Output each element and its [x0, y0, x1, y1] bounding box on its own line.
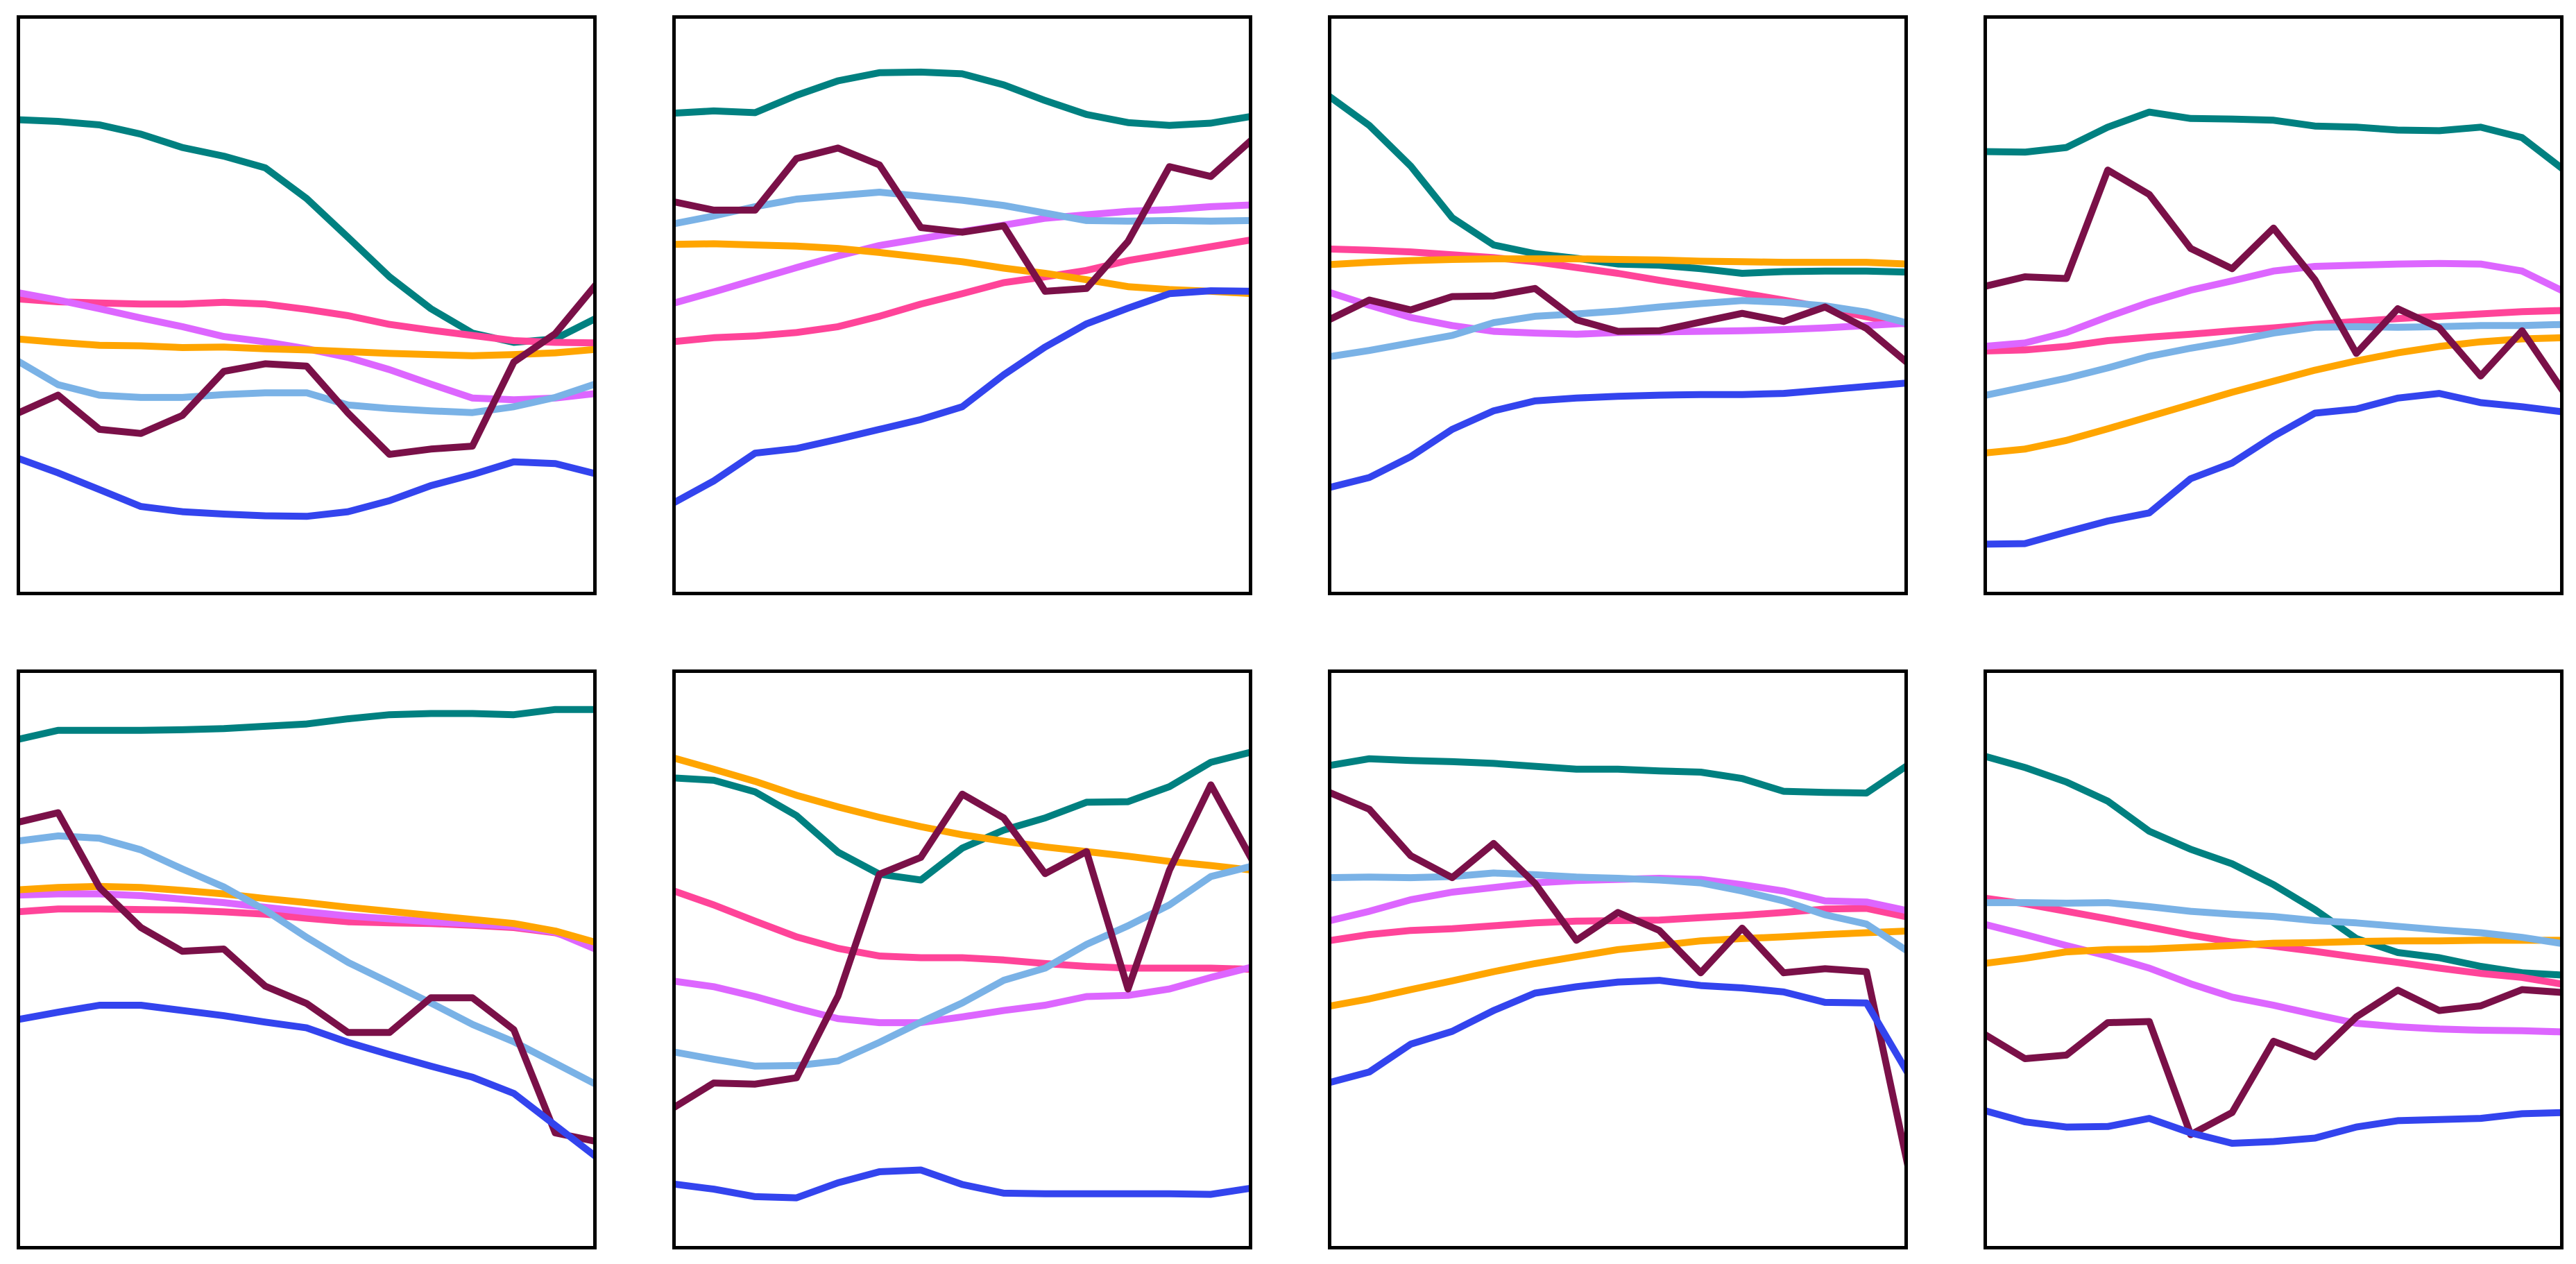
chart-6-series-6-line	[672, 781, 1252, 1112]
chart-1-plot	[17, 15, 597, 595]
chart-panel-3	[1328, 15, 1908, 595]
chart-5-series-5-line	[17, 832, 597, 1088]
chart-4-series-4-line	[1984, 334, 2564, 457]
chart-8-series-5-line	[1984, 899, 2564, 948]
chart-4-series-2-line	[1984, 307, 2564, 355]
chart-panel-6	[672, 669, 1252, 1249]
chart-4-series-6-line	[1984, 166, 2564, 394]
chart-1-series-2-line	[17, 295, 597, 347]
chart-7-plot	[1328, 669, 1908, 1249]
chart-1-series-4-line	[17, 335, 597, 359]
chart-5-series-7-line	[17, 1002, 597, 1161]
chart-4-frame	[1984, 15, 2564, 595]
chart-6-series-1-line	[672, 748, 1252, 884]
chart-panel-1	[17, 15, 597, 595]
chart-1-series-5-line	[17, 357, 597, 416]
chart-6-series-4-line	[672, 754, 1252, 874]
chart-8-series-1-line	[1984, 752, 2564, 979]
chart-3-series-1-line	[1328, 92, 1908, 277]
chart-8-series-7-line	[1984, 1107, 2564, 1147]
chart-4-series-3-line	[1984, 259, 2564, 350]
chart-7-frame	[1328, 669, 1908, 1249]
chart-2-series-2-line	[672, 236, 1252, 345]
chart-2-series-4-line	[672, 240, 1252, 298]
chart-2-frame	[672, 15, 1252, 595]
chart-5-plot	[17, 669, 597, 1249]
chart-3-frame	[1328, 15, 1908, 595]
chart-6-plot	[672, 669, 1252, 1249]
chart-panel-4	[1984, 15, 2564, 595]
chart-4-series-7-line	[1984, 390, 2564, 548]
chart-7-series-5-line	[1328, 869, 1908, 955]
chart-1-series-7-line	[17, 454, 597, 520]
chart-4-plot	[1984, 15, 2564, 595]
chart-6-series-3-line	[672, 964, 1252, 1027]
chart-2-series-5-line	[672, 189, 1252, 228]
chart-3-series-5-line	[1328, 297, 1908, 361]
chart-3-series-4-line	[1328, 255, 1908, 268]
chart-2-series-6-line	[672, 137, 1252, 295]
chart-1-series-6-line	[17, 281, 597, 458]
chart-6-frame	[672, 669, 1252, 1249]
chart-3-series-6-line	[1328, 284, 1908, 366]
chart-8-frame	[1984, 669, 2564, 1249]
chart-8-series-6-line	[1984, 986, 2564, 1138]
chart-3-series-7-line	[1328, 379, 1908, 492]
chart-1-frame	[17, 15, 597, 595]
chart-6-series-7-line	[672, 1166, 1252, 1202]
chart-2-series-7-line	[672, 287, 1252, 507]
chart-panel-8	[1984, 669, 2564, 1249]
chart-7-series-6-line	[1328, 788, 1908, 1167]
chart-5-series-4-line	[17, 882, 597, 946]
chart-panel-7	[1328, 669, 1908, 1249]
chart-2-plot	[672, 15, 1252, 595]
chart-2-series-1-line	[672, 68, 1252, 129]
chart-7-series-4-line	[1328, 928, 1908, 1010]
chart-8-series-4-line	[1984, 937, 2564, 967]
chart-3-plot	[1328, 15, 1908, 595]
chart-5-series-6-line	[17, 809, 597, 1145]
chart-7-series-7-line	[1328, 977, 1908, 1086]
chart-6-series-2-line	[672, 887, 1252, 973]
chart-5-frame	[17, 669, 597, 1249]
chart-4-series-5-line	[1984, 321, 2564, 400]
chart-7-series-1-line	[1328, 755, 1908, 797]
chart-5-series-1-line	[17, 706, 597, 744]
chart-panel-2	[672, 15, 1252, 595]
chart-4-series-1-line	[1984, 108, 2564, 173]
chart-8-plot	[1984, 669, 2564, 1249]
chart-panel-5	[17, 669, 597, 1249]
